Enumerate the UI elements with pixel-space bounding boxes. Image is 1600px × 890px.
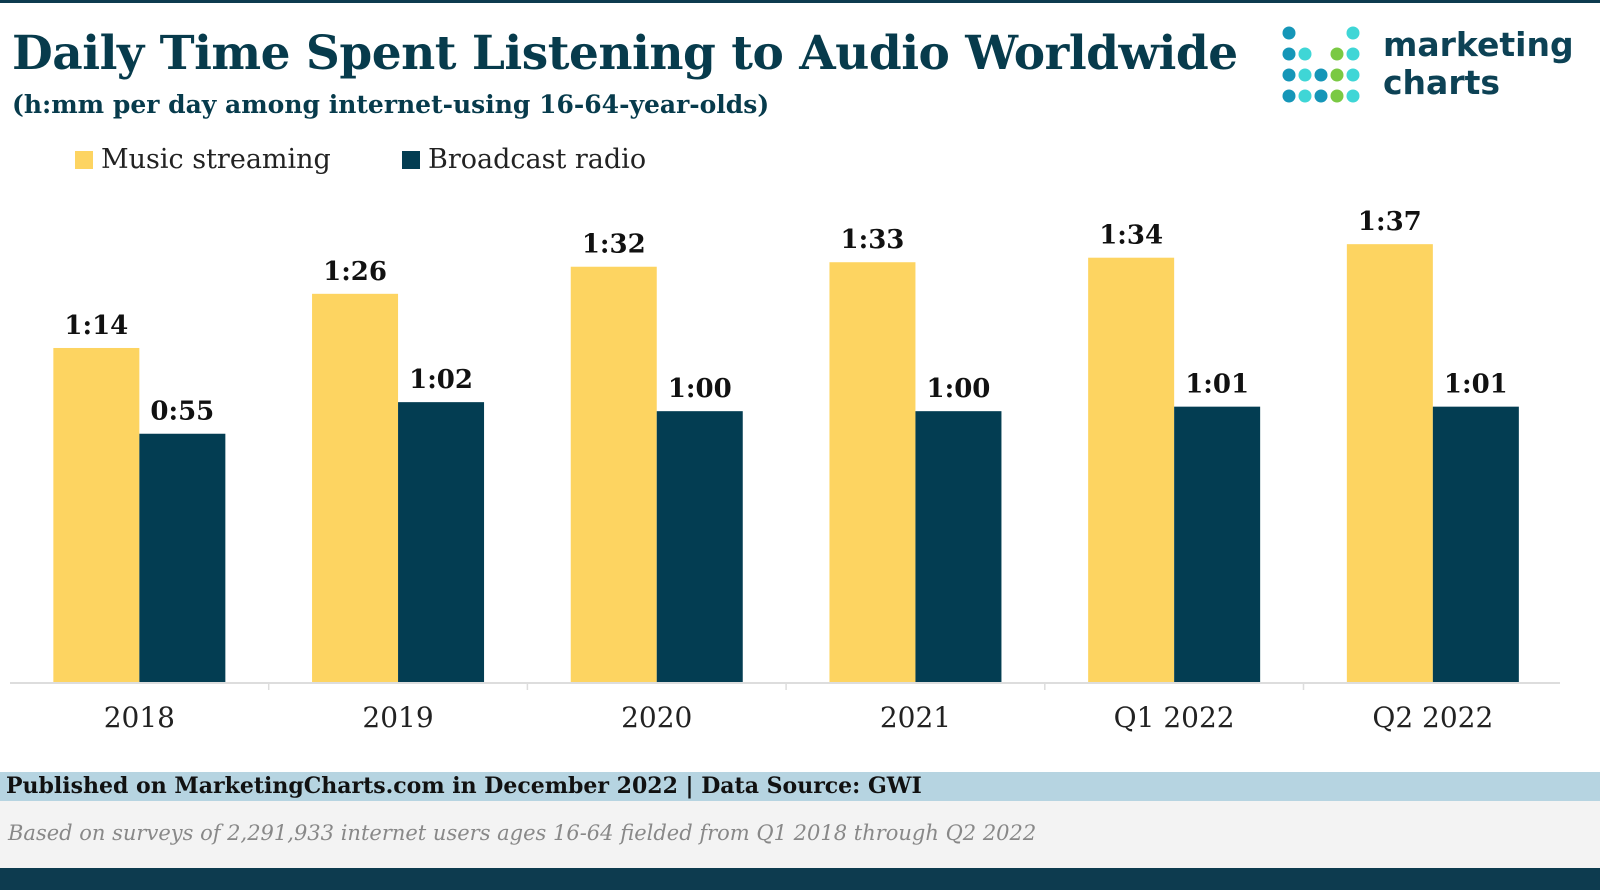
- logo-dot: [1330, 68, 1344, 82]
- x-tick-label: 2018: [104, 701, 175, 734]
- published-bar: Published on MarketingCharts.com in Dece…: [0, 772, 1600, 801]
- data-label: 1:00: [927, 374, 991, 404]
- logo-dot: [1282, 89, 1296, 103]
- data-label: 1:01: [1444, 370, 1508, 400]
- data-label: 0:55: [150, 397, 214, 427]
- logo-dot: [1298, 68, 1312, 82]
- bar-radio: [915, 411, 1002, 682]
- x-tick-label: 2020: [621, 701, 692, 734]
- data-label: 1:33: [841, 225, 905, 255]
- legend-swatch-music: [75, 150, 93, 169]
- data-label: 1:14: [64, 311, 128, 341]
- top-border: [0, 0, 1600, 3]
- chart-title: Daily Time Spent Listening to Audio Worl…: [12, 26, 1238, 81]
- x-tick-label: 2021: [880, 701, 951, 734]
- bar-radio: [139, 433, 226, 682]
- logo-dot: [1282, 26, 1296, 40]
- bar-music: [53, 347, 140, 682]
- chart-subtitle: (h:mm per day among internet-using 16-64…: [12, 90, 770, 119]
- bar-music: [829, 262, 916, 682]
- logo-dot: [1346, 47, 1360, 61]
- x-tick-label: Q1 2022: [1114, 701, 1235, 734]
- bar-music: [1088, 257, 1175, 682]
- marketingcharts-logo-icon: [1282, 26, 1360, 103]
- bar-music: [312, 293, 399, 682]
- logo-dot: [1314, 89, 1328, 103]
- logo-dot: [1346, 68, 1360, 82]
- data-label: 1:32: [582, 230, 646, 260]
- x-tick-label: 2019: [362, 701, 433, 734]
- logo-text: marketing charts: [1383, 26, 1574, 102]
- bar-radio: [1174, 406, 1261, 682]
- data-label: 1:00: [668, 374, 732, 404]
- bottom-border: [0, 868, 1600, 890]
- bar-music: [570, 266, 657, 682]
- legend-label-radio: Broadcast radio: [428, 144, 647, 175]
- logo-dot: [1330, 47, 1344, 61]
- data-label: 1:37: [1358, 207, 1422, 237]
- logo-line1: marketing: [1383, 25, 1574, 64]
- logo-dot: [1330, 89, 1344, 103]
- logo-dot: [1282, 68, 1296, 82]
- x-tick-label: Q2 2022: [1372, 701, 1493, 734]
- legend-item-music: Music streaming: [75, 144, 331, 175]
- logo-dot: [1346, 89, 1360, 103]
- data-label: 1:01: [1185, 370, 1249, 400]
- logo-dot: [1282, 47, 1296, 61]
- bar-chart: 1:14 0:55 2018 1:26 1:02 2019 1:32 1:00 2020 1:33…: [10, 207, 1560, 734]
- bar-music: [1346, 244, 1433, 682]
- logo-dot: [1298, 47, 1312, 61]
- logo-dot: [1314, 68, 1328, 82]
- legend-label-music: Music streaming: [101, 144, 331, 175]
- logo-dot: [1298, 89, 1312, 103]
- data-label: 1:34: [1099, 221, 1163, 251]
- data-label: 1:26: [323, 257, 387, 287]
- logo-line2: charts: [1383, 63, 1501, 102]
- methodology-note: Based on surveys of 2,291,933 internet u…: [0, 801, 1600, 868]
- logo-dot: [1346, 26, 1360, 40]
- data-label: 1:02: [409, 365, 473, 395]
- legend-item-radio: Broadcast radio: [402, 144, 646, 175]
- legend-swatch-radio: [402, 150, 420, 169]
- bar-radio: [398, 402, 485, 682]
- bar-radio: [1432, 406, 1519, 682]
- bar-radio: [656, 411, 743, 682]
